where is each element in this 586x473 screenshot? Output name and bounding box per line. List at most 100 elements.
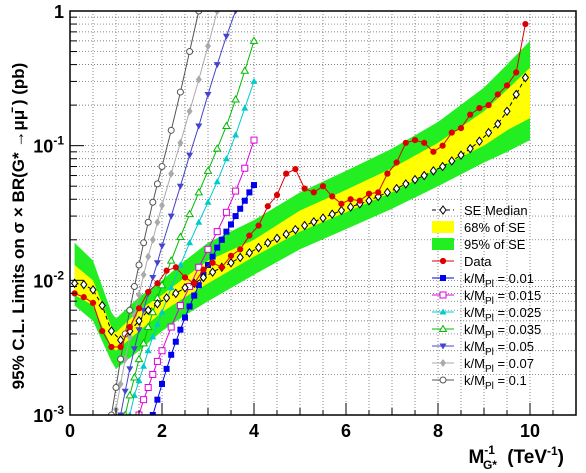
data-point [411, 136, 419, 144]
data-point [250, 136, 258, 144]
data-point [237, 205, 244, 212]
data-point [117, 343, 124, 351]
data-point [200, 266, 207, 273]
legend-label-value: = 0.035 [494, 322, 541, 337]
legend-label: k/MPl = 0.015 [464, 288, 541, 307]
data-point [153, 260, 161, 267]
data-point [249, 36, 259, 44]
data-point [365, 195, 373, 206]
data-point [154, 396, 161, 403]
data-point [402, 179, 410, 189]
data-point [186, 48, 194, 56]
data-point [163, 365, 170, 372]
data-point [438, 324, 448, 332]
data-point [80, 294, 87, 301]
data-point [246, 189, 253, 196]
legend-label-value: = 0.015 [494, 288, 541, 303]
data-point [153, 320, 161, 327]
data-point [182, 314, 188, 321]
data-point [264, 203, 271, 210]
data-point [167, 284, 175, 291]
data-point [466, 143, 474, 154]
data-point [240, 66, 250, 74]
data-point [117, 355, 125, 363]
data-point [204, 245, 212, 253]
series-se-median [70, 72, 530, 345]
data-point [232, 131, 240, 138]
data-point [245, 248, 254, 258]
data-point [176, 183, 184, 190]
data-point [337, 205, 346, 216]
data-point [135, 261, 143, 269]
data-point [440, 359, 446, 367]
x-tick-label: 4 [249, 421, 259, 441]
data-point [476, 105, 483, 112]
data-point [125, 390, 135, 399]
data-point [300, 220, 309, 231]
x-tick-label: 2 [157, 421, 167, 441]
x-axis-title-units: (TeV [502, 447, 547, 468]
data-point [140, 239, 148, 247]
y-tick-label: 10-2 [33, 268, 64, 291]
x-axis-title-units-sup: -1 [547, 444, 558, 458]
data-point [439, 376, 447, 384]
data-point [329, 193, 336, 200]
data-point [233, 11, 238, 15]
data-point [218, 236, 225, 243]
data-point [310, 189, 317, 196]
x-tick-label: 8 [433, 421, 443, 441]
legend-label: k/MPl = 0.05 [464, 339, 534, 358]
data-point [153, 298, 162, 309]
data-point [264, 237, 272, 248]
y-tick-base: 10 [33, 271, 53, 291]
data-point [140, 396, 148, 404]
data-point [241, 197, 248, 204]
data-point [176, 261, 184, 268]
data-point [163, 267, 170, 274]
data-point [186, 152, 194, 159]
data-point [181, 274, 189, 281]
data-point [172, 288, 180, 299]
data-point [393, 159, 400, 166]
data-point [159, 380, 165, 387]
x-axis-title-main: M [468, 447, 484, 468]
data-point [153, 357, 161, 365]
data-point [158, 243, 166, 250]
legend-label-value: = 0.1 [494, 373, 527, 388]
data-point [127, 411, 132, 415]
data-point [203, 166, 213, 174]
data-point [168, 351, 175, 358]
data-point [282, 229, 290, 240]
data-point [70, 278, 79, 289]
data-point [135, 305, 143, 312]
data-point [148, 307, 158, 316]
data-point [172, 264, 179, 271]
data-point [159, 201, 165, 210]
data-point [144, 347, 152, 354]
legend-label: k/MPl = 0.025 [464, 305, 541, 324]
legend-label-sub: Pl [485, 347, 494, 358]
legend-label-main: k/M [464, 322, 485, 337]
data-point [205, 261, 211, 268]
data-point [232, 213, 239, 220]
x-tick-label: 10 [520, 421, 540, 441]
data-point [130, 346, 138, 353]
data-point [149, 412, 156, 415]
data-point [448, 156, 456, 166]
data-point [251, 182, 257, 189]
data-point [126, 306, 134, 314]
data-point [194, 187, 204, 196]
data-point [283, 170, 290, 177]
x-tick-label: 0 [65, 421, 75, 441]
data-point [214, 11, 221, 15]
data-point [98, 300, 106, 311]
legend-label: 95% of SE [464, 237, 526, 252]
legend-label-value: = 0.025 [494, 305, 541, 320]
y-tick-exponent: -1 [53, 134, 64, 148]
legend-label: 68% of SE [464, 220, 526, 235]
data-point [135, 316, 143, 326]
data-point [241, 164, 249, 172]
data-point [347, 196, 354, 203]
data-point [439, 291, 447, 299]
legend-label-sub: Pl [485, 364, 494, 375]
